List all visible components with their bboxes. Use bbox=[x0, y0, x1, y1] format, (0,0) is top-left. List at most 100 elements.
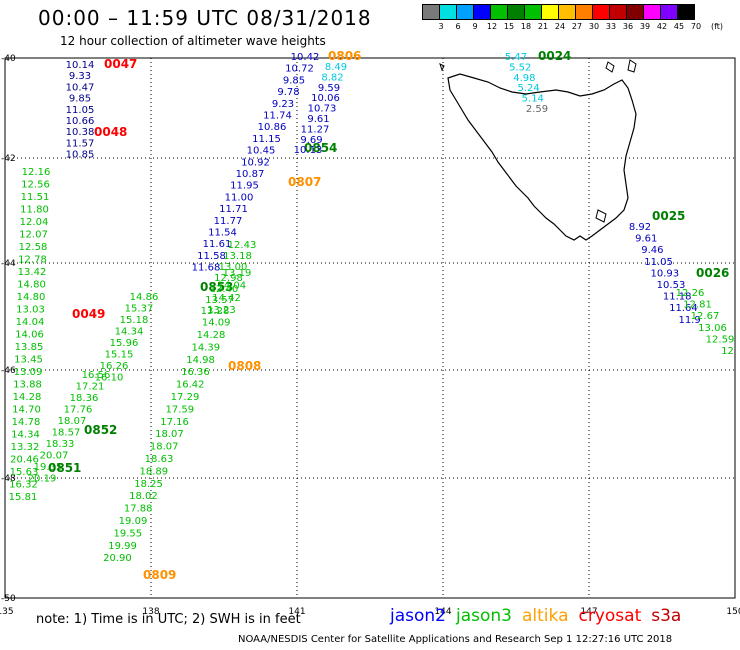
wave-height-value: 8.92 bbox=[629, 222, 651, 233]
island-coastline bbox=[439, 63, 445, 72]
wave-height-value: 10.86 bbox=[258, 122, 287, 133]
wave-height-value: 14.98 bbox=[186, 355, 215, 366]
wave-height-value: 17.29 bbox=[171, 392, 200, 403]
wave-height-value: 13.09 bbox=[14, 367, 43, 378]
lat-label: -44 bbox=[1, 259, 16, 269]
pass-time-label: 0854 bbox=[304, 141, 337, 155]
legend-item-altika: altika bbox=[522, 606, 569, 626]
wave-height-value: 4.98 bbox=[513, 73, 535, 84]
wave-height-value: 13.42 bbox=[18, 267, 47, 278]
color-scale-label: 15 bbox=[503, 22, 515, 31]
wave-height-value: 15.81 bbox=[9, 492, 38, 503]
island-coastline bbox=[595, 209, 607, 223]
wave-height-value: 17.16 bbox=[160, 417, 189, 428]
wave-height-value: 8.82 bbox=[321, 72, 343, 83]
tasmania-coastline bbox=[447, 73, 637, 241]
pass-time-label: 0852 bbox=[84, 423, 117, 437]
wave-height-value: 11.05 bbox=[644, 257, 673, 268]
wave-height-value: 18.57 bbox=[52, 428, 81, 439]
pass-time-label: 0049 bbox=[72, 307, 105, 321]
wave-height-value: 19.55 bbox=[113, 528, 142, 539]
wave-height-value: 19.99 bbox=[108, 541, 137, 552]
wave-height-value: 14.28 bbox=[197, 330, 226, 341]
wave-height-value: 9.23 bbox=[272, 99, 294, 110]
wave-height-value: 11.18 bbox=[663, 292, 692, 303]
wave-height-value: 13.45 bbox=[14, 355, 43, 366]
pass-time-label: 0851 bbox=[48, 461, 81, 475]
color-scale-label: 27 bbox=[571, 22, 583, 31]
wave-height-value: 13.03 bbox=[16, 305, 45, 316]
color-scale-label: 36 bbox=[622, 22, 634, 31]
wave-height-value: 10.53 bbox=[657, 280, 686, 291]
wave-height-value: 12.56 bbox=[21, 180, 50, 191]
wave-height-value: 16.36 bbox=[181, 367, 210, 378]
wave-height-value: 19.09 bbox=[119, 516, 148, 527]
wave-height-value: 15.18 bbox=[120, 315, 149, 326]
wave-height-value: 18.07 bbox=[58, 416, 87, 427]
wave-height-value: 15.37 bbox=[125, 304, 154, 315]
color-scale-label: 9 bbox=[472, 22, 478, 31]
wave-height-value: 14.34 bbox=[115, 327, 144, 338]
wave-height-value: 13.32 bbox=[11, 442, 40, 453]
wave-height-value: 11.95 bbox=[230, 181, 259, 192]
wave-height-value: 10.93 bbox=[650, 268, 679, 279]
wave-height-value: 10.13 bbox=[294, 145, 323, 156]
legend-item-jason2: jason2 bbox=[390, 606, 446, 626]
wave-height-value: 5.52 bbox=[509, 62, 531, 73]
wave-height-value: 15.15 bbox=[105, 350, 134, 361]
wave-height-value: 10.38 bbox=[66, 127, 95, 138]
color-scale-label: 3 bbox=[438, 22, 444, 31]
wave-height-value: 2.59 bbox=[526, 104, 548, 115]
wave-height-value: 5.24 bbox=[517, 83, 539, 94]
wave-height-value: 12.04 bbox=[20, 217, 49, 228]
color-scale-label: 30 bbox=[588, 22, 600, 31]
wave-height-value: 9.78 bbox=[277, 87, 299, 98]
wave-height-value: 14.04 bbox=[16, 317, 45, 328]
wave-height-value: 18.25 bbox=[134, 479, 163, 490]
pass-time-label: 0807 bbox=[288, 175, 321, 189]
wave-height-value: 11.61 bbox=[203, 239, 232, 250]
pass-time-label: 0853 bbox=[200, 280, 233, 294]
wave-height-value: 12.58 bbox=[19, 242, 48, 253]
pass-time-label: 0806 bbox=[328, 49, 361, 63]
wave-height-value: 20.07 bbox=[40, 451, 69, 462]
color-scale-label: 33 bbox=[605, 22, 617, 31]
wave-height-value: 14.80 bbox=[17, 292, 46, 303]
wave-height-value: 14.04 bbox=[217, 280, 246, 291]
wave-height-value: 11.74 bbox=[263, 111, 292, 122]
legend-item-cryosat: cryosat bbox=[578, 606, 642, 626]
wave-height-value: 11.80 bbox=[20, 205, 49, 216]
wave-height-value: 9.46 bbox=[641, 245, 663, 256]
wave-height-value: 18.02 bbox=[129, 491, 158, 502]
lon-label: 135 bbox=[0, 607, 14, 617]
footer-note: note: 1) Time is in UTC; 2) SWH is in fe… bbox=[36, 612, 301, 627]
wave-height-value: 9.61 bbox=[635, 234, 657, 245]
wave-height-value: 14.39 bbox=[191, 342, 220, 353]
color-scale-label: 6 bbox=[455, 22, 461, 31]
wave-height-value: 10.66 bbox=[66, 116, 95, 127]
wave-height-value: 12.26 bbox=[676, 288, 705, 299]
wave-height-value: 10.73 bbox=[308, 104, 337, 115]
wave-height-value: 9.59 bbox=[318, 83, 340, 94]
wave-height-value: 9.85 bbox=[283, 75, 305, 86]
wave-height-value: 11.68 bbox=[192, 263, 221, 274]
wave-height-value: 18.36 bbox=[70, 393, 99, 404]
wave-height-value: 11.05 bbox=[66, 105, 95, 116]
pass-time-label: 0024 bbox=[538, 49, 571, 63]
wave-height-value: 10.45 bbox=[247, 146, 276, 157]
wave-height-value: 12.78 bbox=[18, 255, 47, 266]
color-scale-label: 12 bbox=[486, 22, 498, 31]
wave-height-value: 13.85 bbox=[15, 342, 44, 353]
island-coastline bbox=[605, 61, 615, 73]
wave-height-value: 18.89 bbox=[139, 466, 168, 477]
pass-time-label: 0048 bbox=[94, 125, 127, 139]
wave-height-value: 15.96 bbox=[110, 338, 139, 349]
wave-height-value: 14.86 bbox=[130, 292, 159, 303]
wave-height-value: 20.19 bbox=[28, 474, 57, 485]
wave-height-value: 11.9 bbox=[678, 315, 700, 326]
lon-label: 138 bbox=[142, 607, 159, 617]
wave-height-value: 11.27 bbox=[301, 124, 330, 135]
color-scale-label: 21 bbox=[537, 22, 549, 31]
wave-height-value: 10.85 bbox=[66, 150, 95, 161]
